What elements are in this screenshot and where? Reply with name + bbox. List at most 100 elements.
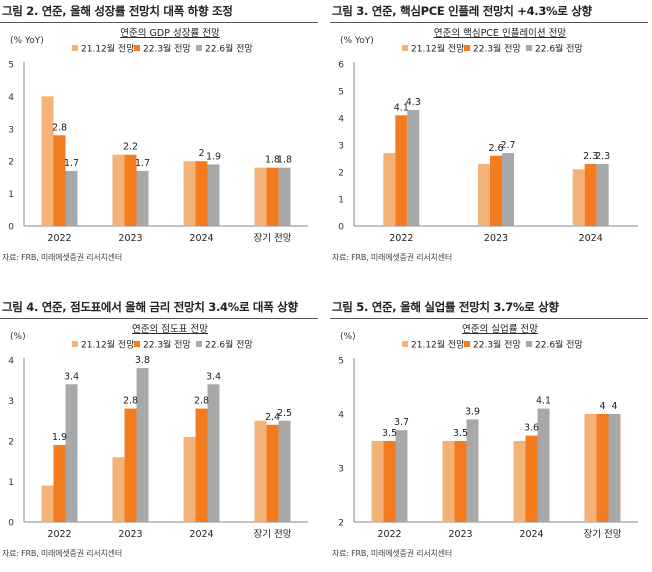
y-axis-unit-label: (%) <box>340 332 356 342</box>
x-category-label: 2022 <box>389 233 413 244</box>
y-tick-label: 4 <box>8 93 14 103</box>
legend-swatch <box>196 45 202 51</box>
y-tick-label: 2 <box>338 169 344 179</box>
data-label: 3.7 <box>394 417 409 428</box>
y-tick-label: 3 <box>8 397 14 407</box>
source-note: 자료: FRB, 미래에셋증권 리서치센터 <box>332 549 452 558</box>
bar-2022-series-2 <box>407 109 420 226</box>
bar-2024-series-2 <box>207 384 220 522</box>
data-label: 2.6 <box>488 143 503 154</box>
chart-panel-gdp: 그림 2. 연준, 올해 성장률 전망치 대폭 하향 조정 연준의 GDP 성장… <box>0 0 318 276</box>
legend-entry: 22.6월 전망 <box>205 43 253 55</box>
y-tick-label: 4 <box>338 115 344 125</box>
bar-2022-series-0 <box>371 441 384 522</box>
chart-title: 연준의 핵심PCE 인플레이션 전망 <box>434 27 567 39</box>
dot-plot-chart: 연준의 점도표 전망 (%) 21.12월 전망 22.3월 전망 22.6월 전망 0 1… <box>8 323 308 540</box>
x-category-label: 2023 <box>118 233 142 244</box>
bar-2023-series-2 <box>136 368 149 522</box>
source-note: 자료: FRB, 미래에셋증권 리서치센터 <box>332 253 452 262</box>
source-note: 자료: FRB, 미래에셋증권 리서치센터 <box>2 549 122 558</box>
y-tick-label: 3 <box>338 465 344 475</box>
legend-swatch <box>134 341 140 347</box>
x-category-label: 장기 전망 <box>254 529 292 540</box>
legend-entry: 22.3월 전망 <box>143 339 191 351</box>
data-label: 3.4 <box>64 371 79 382</box>
bar-2024-series-1 <box>195 408 208 522</box>
bar-2024-series-2 <box>537 408 550 522</box>
unemployment-chart: 연준의 실업률 전망 (%) 21.12월 전망 22.3월 전망 22.6월 전망 2 3… <box>338 323 638 540</box>
chart-panel-core-pce: 그림 3. 연준, 핵심PCE 인플레 전망치 +4.3%로 상향 연준의 핵심… <box>330 0 648 276</box>
y-tick-label: 1 <box>8 478 14 488</box>
x-category-label: 2023 <box>448 529 472 540</box>
bar-2022-series-0 <box>41 96 54 227</box>
bar-2024-series-1 <box>584 163 597 226</box>
x-category-label: 장기 전망 <box>254 233 292 244</box>
bar-2023-series-2 <box>502 153 514 226</box>
data-label: 1.9 <box>206 151 221 162</box>
legend-entry: 21.12월 전망 <box>411 43 464 55</box>
bar-2024-series-2 <box>596 163 609 226</box>
data-label: 4 <box>611 401 617 412</box>
bar-2023-series-1 <box>124 154 137 226</box>
title-divider <box>330 22 648 23</box>
y-tick-label: 0 <box>338 223 344 233</box>
bar-2022-series-2 <box>395 430 408 522</box>
bar-2023-series-2 <box>466 419 479 522</box>
title-divider <box>0 22 318 23</box>
panel-title: 그림 4. 연준, 점도표에서 올해 금리 전망치 3.4%로 대폭 상향 <box>2 300 298 314</box>
bar-2022-series-2 <box>65 384 78 522</box>
legend-swatch <box>196 341 202 347</box>
y-axis-unit-label: (%) <box>10 332 26 342</box>
data-label: 4.3 <box>406 97 421 108</box>
y-tick-label: 2 <box>338 519 344 529</box>
title-divider <box>330 318 648 319</box>
legend-swatch <box>464 45 470 51</box>
source-note: 자료: FRB, 미래에셋증권 리서치센터 <box>2 253 122 262</box>
legend-entry: 21.12월 전망 <box>411 339 464 351</box>
data-label: 1.7 <box>135 158 150 169</box>
chart-title: 연준의 실업률 전망 <box>462 323 538 335</box>
y-tick-label: 0 <box>8 519 14 529</box>
bar-2024-series-1 <box>525 435 538 522</box>
panel-title: 그림 3. 연준, 핵심PCE 인플레 전망치 +4.3%로 상향 <box>332 4 592 18</box>
data-label: 2.8 <box>123 396 138 407</box>
chart-panel-unemployment: 그림 5. 연준, 올해 실업률 전망치 3.7%로 상향 연준의 실업률 전망… <box>330 296 648 572</box>
chart-panel-dot-plot: 그림 4. 연준, 점도표에서 올해 금리 전망치 3.4%로 대폭 상향 연준… <box>0 296 318 572</box>
y-tick-label: 4 <box>8 357 14 367</box>
bar-2023-series-0 <box>112 457 125 522</box>
bar-장기-전망-series-2 <box>278 167 291 226</box>
data-label: 1.8 <box>277 155 292 166</box>
chart-title: 연준의 점도표 전망 <box>132 323 208 335</box>
x-category-label: 장기 전망 <box>584 529 622 540</box>
bar-2022-series-0 <box>41 485 54 522</box>
legend-entry: 22.6월 전망 <box>535 339 583 351</box>
data-label: 2.5 <box>277 408 292 419</box>
data-label: 2.8 <box>52 122 67 133</box>
bar-2024-series-1 <box>195 161 208 226</box>
bar-2024-series-0 <box>183 161 196 226</box>
panel-title: 그림 5. 연준, 올해 실업률 전망치 3.7%로 상향 <box>332 300 559 314</box>
bar-장기-전망-series-1 <box>596 414 609 522</box>
bar-장기-전망-series-1 <box>266 424 279 522</box>
data-label: 3.4 <box>206 371 221 382</box>
x-category-label: 2023 <box>118 529 142 540</box>
x-category-label: 2022 <box>377 529 401 540</box>
data-label: 1.8 <box>265 155 280 166</box>
x-category-label: 2022 <box>47 529 71 540</box>
core-pce-chart: 연준의 핵심PCE 인플레이션 전망 (% YoY) 21.12월 전망 22.3월 … <box>338 27 638 244</box>
bar-2022-series-1 <box>53 135 66 226</box>
bar-장기-전망-series-2 <box>608 414 621 522</box>
bar-장기-전망-series-2 <box>278 420 291 522</box>
bar-장기-전망-series-0 <box>584 414 597 522</box>
data-label: 2.8 <box>194 396 209 407</box>
legend-swatch <box>134 45 140 51</box>
legend-swatch <box>526 341 532 347</box>
y-tick-label: 5 <box>8 61 14 71</box>
x-category-label: 2024 <box>189 529 213 540</box>
legend-entry: 22.3월 전망 <box>143 43 191 55</box>
chart-title: 연준의 GDP 성장률 전망 <box>120 28 220 39</box>
bar-장기-전망-series-0 <box>254 167 267 226</box>
legend-swatch <box>72 45 78 51</box>
legend-swatch <box>464 341 470 347</box>
data-label: 1.7 <box>64 158 79 169</box>
